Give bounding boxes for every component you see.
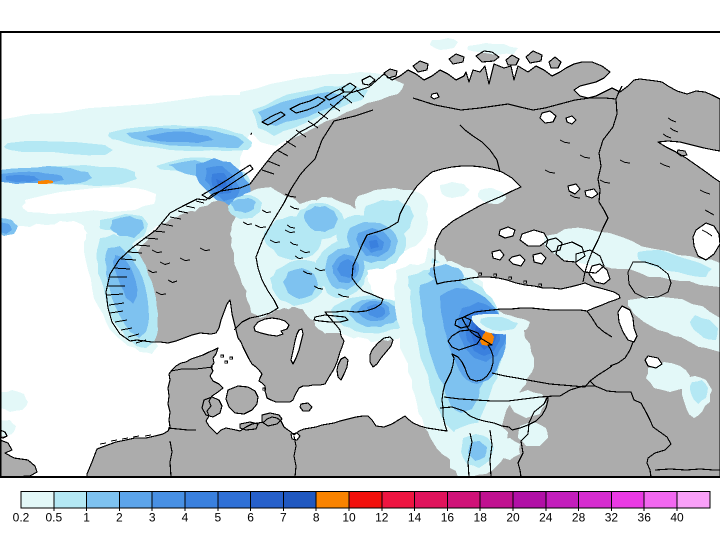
svg-text:8: 8 — [313, 511, 320, 525]
svg-text:2: 2 — [116, 511, 123, 525]
svg-text:24: 24 — [539, 511, 553, 525]
svg-text:1: 1 — [83, 511, 90, 525]
svg-text:3: 3 — [149, 511, 156, 525]
svg-text:16: 16 — [441, 511, 455, 525]
svg-text:32: 32 — [605, 511, 619, 525]
svg-text:10: 10 — [342, 511, 356, 525]
svg-text:0.5: 0.5 — [45, 511, 62, 525]
svg-text:14: 14 — [408, 511, 422, 525]
svg-text:12: 12 — [375, 511, 389, 525]
svg-text:6: 6 — [247, 511, 254, 525]
svg-text:7: 7 — [280, 511, 287, 525]
svg-text:36: 36 — [638, 511, 652, 525]
svg-text:20: 20 — [506, 511, 520, 525]
svg-text:4: 4 — [182, 511, 189, 525]
svg-text:40: 40 — [670, 511, 684, 525]
svg-text:18: 18 — [474, 511, 488, 525]
svg-text:5: 5 — [214, 511, 221, 525]
svg-text:28: 28 — [572, 511, 586, 525]
svg-text:0.2: 0.2 — [13, 511, 30, 525]
